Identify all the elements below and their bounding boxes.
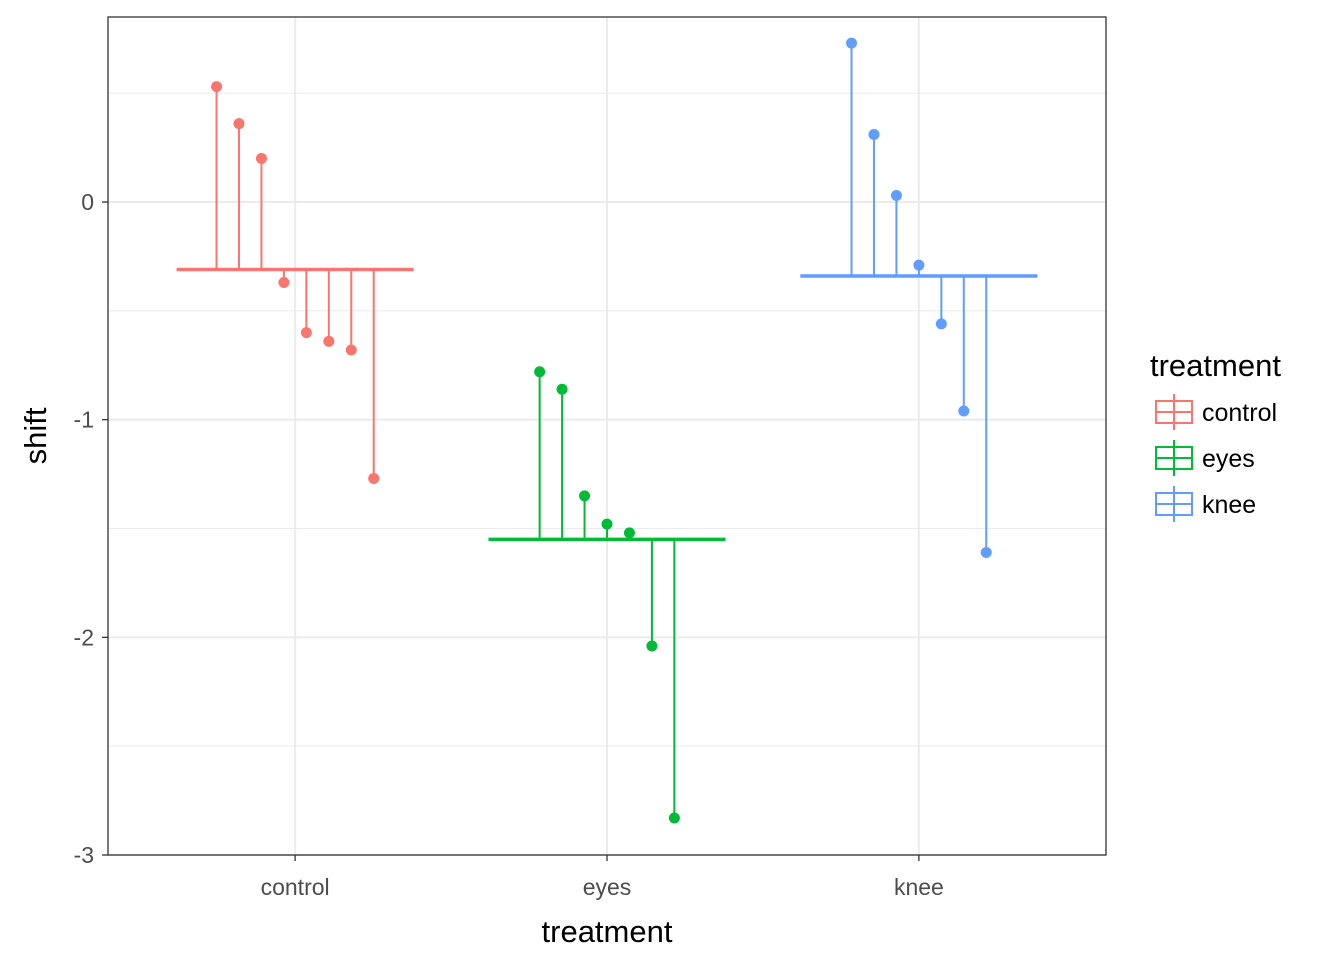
axes: 0 -1 -2 -3 control eyes knee [74,189,944,900]
point-control [323,335,335,347]
legend-label-control: control [1202,399,1277,427]
legend: treatment control eyes knee [1150,348,1281,522]
point-eyes [646,640,658,652]
point-eyes [668,812,680,824]
point-control [368,472,380,484]
point-control [255,152,267,164]
point-control [233,118,245,130]
point-eyes [623,527,635,539]
x-tick-label: eyes [583,874,632,900]
legend-title: treatment [1150,348,1281,383]
y-tick-label: -2 [74,624,94,650]
point-control [300,327,312,339]
data-layer [176,37,1038,824]
legend-label-eyes: eyes [1202,445,1255,473]
point-knee [913,259,925,271]
point-knee [958,405,970,417]
point-eyes [556,383,568,395]
point-knee [846,37,858,49]
legend-key-knee [1155,486,1193,522]
y-tick-label: -1 [74,407,94,433]
legend-key-control [1155,394,1193,430]
point-control [345,344,357,356]
y-axis-title: shift [18,407,53,464]
point-knee [868,129,880,141]
point-knee [890,189,902,201]
point-eyes [601,518,613,530]
point-eyes [534,366,546,378]
point-knee [980,546,992,558]
legend-key-eyes [1155,440,1193,476]
point-eyes [579,490,591,502]
point-knee [935,318,947,330]
point-control [278,277,290,289]
x-axis-title: treatment [542,914,673,949]
x-tick-label: control [261,874,330,900]
x-tick-label: knee [894,874,944,900]
legend-label-knee: knee [1202,491,1256,519]
point-control [211,81,223,93]
y-tick-label: 0 [81,189,94,215]
y-tick-label: -3 [74,842,94,868]
